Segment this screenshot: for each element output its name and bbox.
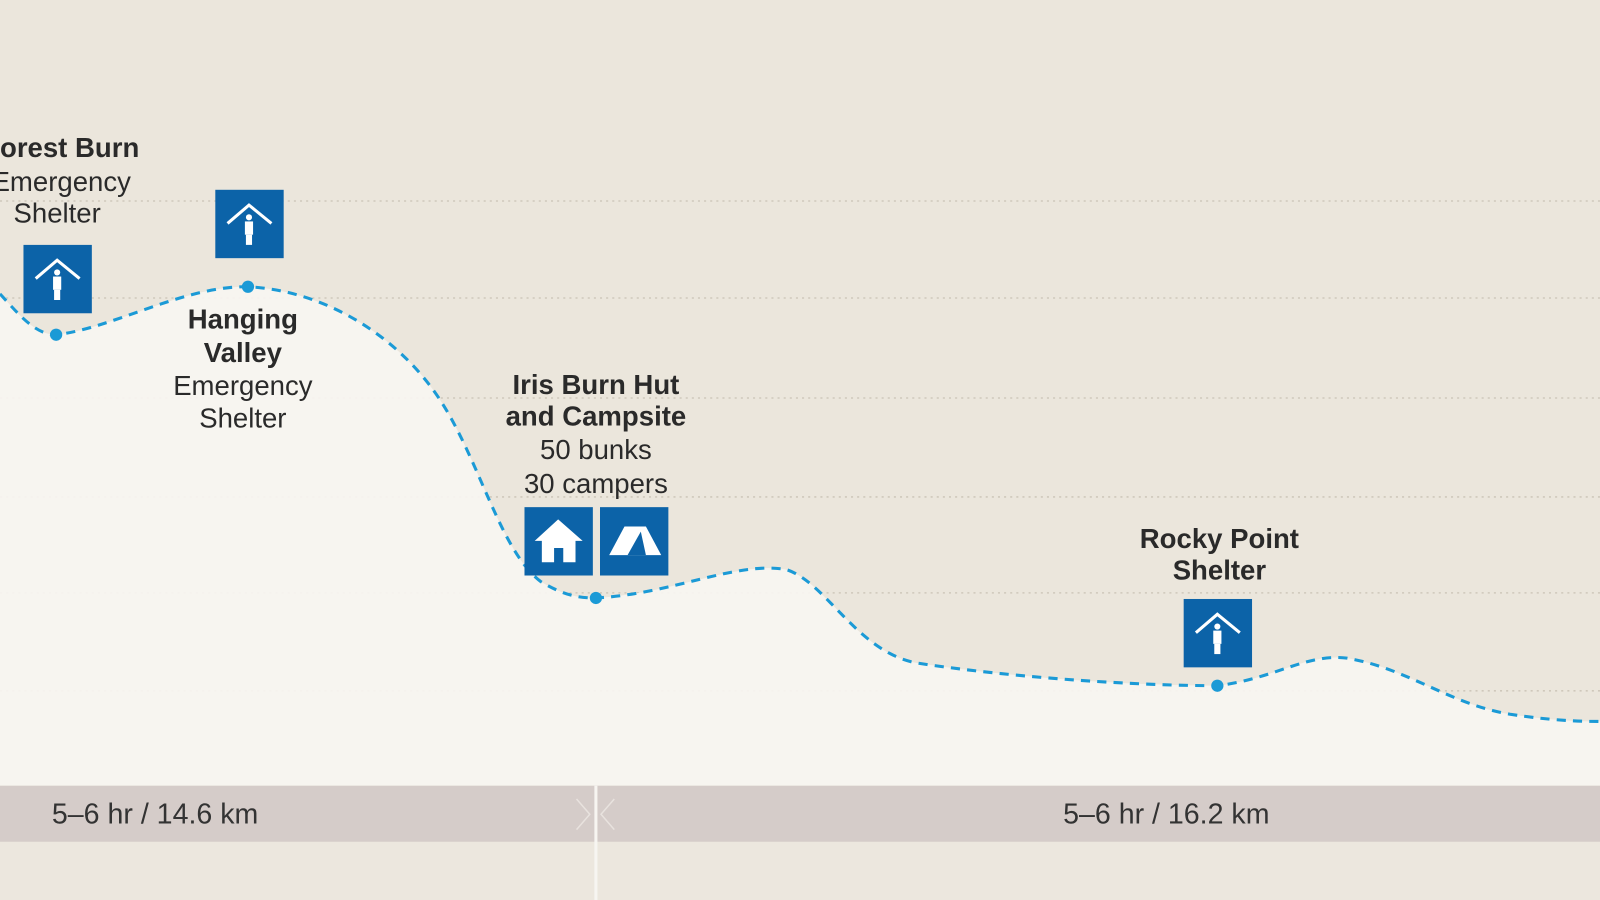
stop-subtitle: 30 campers (524, 468, 668, 499)
segment-label: 5–6 hr / 14.6 km (52, 798, 258, 830)
stop-subtitle: Shelter (199, 403, 286, 434)
shelter-icon (1183, 598, 1253, 668)
divider-chevron-right (600, 798, 615, 831)
footer-band (0, 841, 1600, 900)
divider-chevron-left (575, 798, 591, 831)
stop-name: Valley (204, 337, 283, 368)
stop-subtitle: Emergency (0, 166, 131, 197)
stop-subtitle: Emergency (173, 370, 313, 401)
stop-name: Hanging (188, 304, 298, 335)
stop-subtitle: Shelter (14, 197, 101, 228)
waypoint-marker[interactable] (589, 591, 603, 605)
stop-name: Forest Burn (0, 132, 139, 163)
shelter-icon (215, 189, 284, 259)
segment-bar (0, 785, 1600, 842)
terrain-fill (0, 286, 1600, 786)
waypoint-marker[interactable] (50, 328, 63, 341)
stop-name: Rocky Point (1140, 523, 1299, 554)
tent-icon (600, 507, 669, 576)
hut-icon (524, 507, 593, 576)
stop-name: Shelter (1173, 555, 1267, 586)
stop-subtitle: 50 bunks (540, 434, 652, 465)
waypoint-marker[interactable] (1211, 679, 1224, 692)
waypoint-marker[interactable] (241, 280, 255, 293)
stop-name: and Campsite (506, 401, 687, 432)
segment-label: 5–6 hr / 16.2 km (1063, 798, 1269, 830)
stop-name: Iris Burn Hut (513, 369, 680, 400)
shelter-icon (23, 244, 92, 314)
